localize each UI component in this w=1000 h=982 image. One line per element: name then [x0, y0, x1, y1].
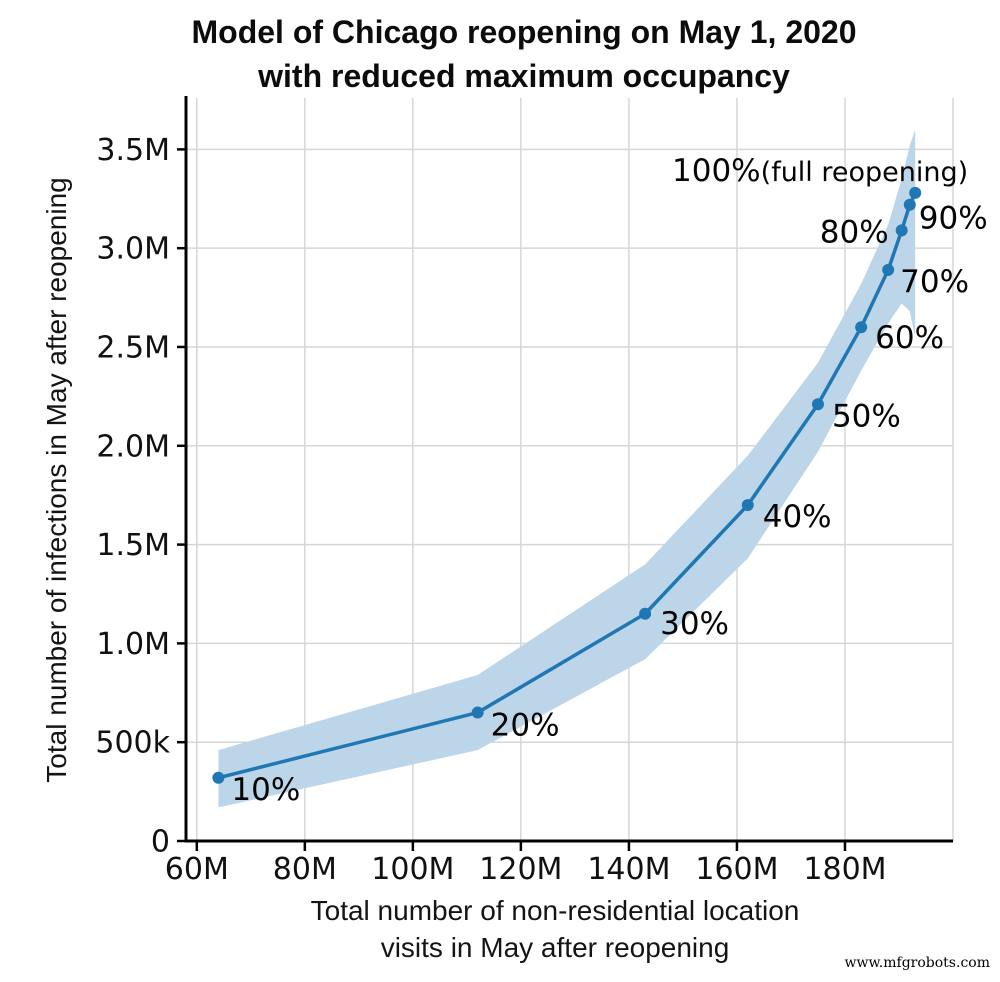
x-axis-title-line1: Total number of non-residential location: [310, 895, 800, 926]
data-point-100pct[interactable]: [909, 186, 922, 199]
x-tick-label: 180M: [803, 852, 886, 887]
x-tick-label: 80M: [273, 852, 337, 887]
y-tick-label: 3.0M: [96, 232, 170, 267]
chart-title-line1: Model of Chicago reopening on May 1, 202…: [191, 14, 857, 50]
data-point-90pct[interactable]: [903, 198, 916, 211]
model-line: [216, 191, 917, 780]
data-point-30pct[interactable]: [639, 607, 652, 620]
confidence-band: [218, 129, 916, 808]
y-tick-label: 2.5M: [96, 330, 170, 365]
data-point-20pct[interactable]: [471, 706, 484, 719]
x-tick-label: 160M: [695, 852, 778, 887]
x-axis-title: Total number of non-residential location…: [110, 892, 1000, 966]
occupancy-label-20pct: 20%: [491, 708, 560, 744]
y-tick-label: 1.0M: [96, 627, 170, 662]
occupancy-label-10pct: 10%: [231, 772, 300, 808]
occupancy-label-30pct: 30%: [660, 606, 729, 642]
data-point-10pct[interactable]: [212, 771, 225, 784]
occupancy-label-80pct: 80%: [820, 214, 889, 250]
x-axis-title-line2: visits in May after reopening: [380, 932, 730, 963]
y-tick-label: 1.5M: [96, 528, 170, 563]
y-tick-label: 3.5M: [96, 133, 170, 168]
occupancy-label-70pct: 70%: [900, 264, 969, 300]
occupancy-label-40pct: 40%: [763, 499, 832, 535]
y-axis-title: Total number of infections in May after …: [41, 177, 72, 783]
y-tick-label: 2.0M: [96, 429, 170, 464]
chart-title: Model of Chicago reopening on May 1, 202…: [49, 10, 999, 98]
x-tick-label: 100M: [371, 852, 454, 887]
occupancy-label-60pct: 60%: [875, 320, 944, 356]
data-point-80pct[interactable]: [895, 224, 908, 237]
occupancy-label-100pct: 100%(full reopening): [672, 153, 968, 189]
occupancy-label-90pct: 90%: [919, 201, 988, 237]
occupancy-label-50pct: 50%: [832, 398, 901, 434]
data-point-50pct[interactable]: [811, 398, 824, 411]
data-point-60pct[interactable]: [855, 321, 868, 334]
x-tick-label: 120M: [479, 852, 562, 887]
x-tick-label: 140M: [587, 852, 670, 887]
data-point-70pct[interactable]: [882, 263, 895, 276]
chart-title-line2: with reduced maximum occupancy: [258, 58, 790, 94]
data-point-40pct[interactable]: [741, 499, 754, 512]
watermark: www.mfgrobots.com: [844, 955, 990, 971]
x-tick-label: 60M: [165, 852, 229, 887]
y-tick-label: 500k: [95, 726, 170, 761]
y-tick-label: 0: [151, 825, 170, 860]
